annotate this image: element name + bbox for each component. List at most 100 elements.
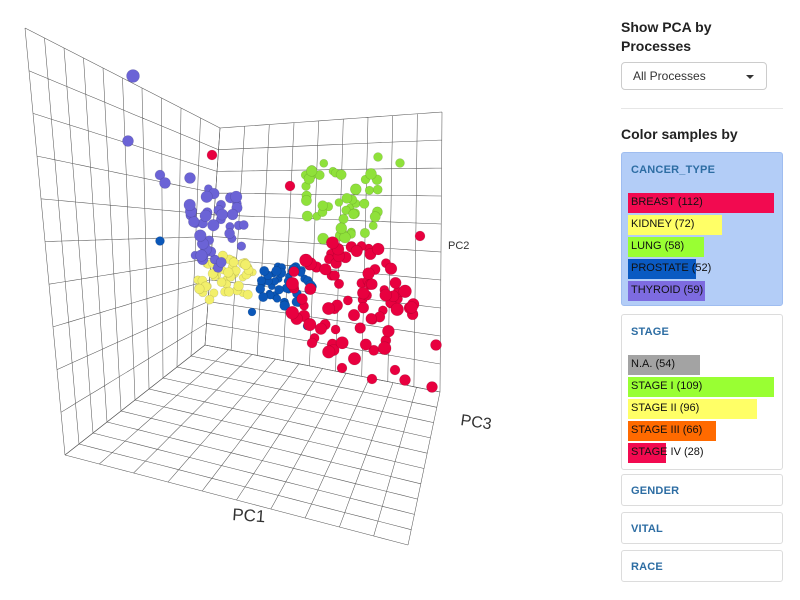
sample-point-breast[interactable] — [347, 309, 361, 322]
sample-point-breast[interactable] — [379, 288, 393, 302]
sample-point-kidney[interactable] — [223, 267, 234, 278]
sample-point-kidney[interactable] — [240, 259, 251, 271]
sample-point-lung[interactable] — [319, 158, 329, 168]
sample-point-breast[interactable] — [414, 230, 426, 242]
sample-point-thyroid[interactable] — [195, 249, 208, 262]
sample-point-breast[interactable] — [329, 270, 341, 281]
sample-point-thyroid[interactable] — [194, 229, 207, 242]
sample-point-lung[interactable] — [372, 184, 383, 195]
sample-point-breast[interactable] — [319, 263, 332, 276]
sample-point-breast[interactable] — [357, 301, 370, 314]
sample-point-breast[interactable] — [377, 341, 392, 356]
process-select[interactable]: All Processes — [621, 62, 767, 90]
legend-bar[interactable]: STAGE I (109) — [628, 377, 774, 397]
sample-point-thyroid[interactable] — [126, 69, 140, 83]
sample-point-prostate[interactable] — [259, 265, 270, 276]
sample-point-prostate[interactable] — [258, 292, 269, 303]
sample-point-breast[interactable] — [399, 374, 411, 386]
sample-point-breast[interactable] — [303, 318, 317, 332]
sample-point-breast[interactable] — [356, 286, 370, 300]
sample-point-prostate[interactable] — [155, 236, 165, 246]
sample-point-lung[interactable] — [364, 185, 375, 195]
sample-point-breast[interactable] — [366, 278, 378, 291]
sample-point-kidney[interactable] — [223, 286, 234, 297]
sample-point-breast[interactable] — [389, 364, 401, 376]
sample-point-breast[interactable] — [382, 324, 395, 338]
sample-point-breast[interactable] — [335, 336, 349, 350]
sample-point-breast[interactable] — [366, 373, 378, 385]
sample-point-lung[interactable] — [306, 165, 318, 177]
legend-bar[interactable]: THYROID (59) — [628, 281, 705, 301]
sample-points[interactable] — [122, 69, 442, 393]
pca-3d-plot[interactable]: PC2 PC3 PC1 — [0, 0, 600, 600]
sample-point-lung[interactable] — [348, 208, 359, 220]
legend-bar[interactable]: N.A. (54) — [628, 355, 700, 375]
sample-point-breast[interactable] — [362, 267, 375, 280]
sample-point-prostate[interactable] — [247, 307, 257, 317]
sample-point-thyroid[interactable] — [236, 241, 247, 251]
sample-point-breast[interactable] — [405, 301, 418, 314]
pca-3d-plot-canvas[interactable]: PC2 PC3 PC1 — [0, 0, 600, 600]
sample-point-lung[interactable] — [349, 183, 362, 196]
sample-point-breast[interactable] — [336, 362, 348, 374]
group-race[interactable]: RACE — [621, 550, 783, 582]
sample-point-breast[interactable] — [288, 266, 300, 277]
group-gender[interactable]: GENDER — [621, 474, 783, 506]
sample-point-thyroid[interactable] — [154, 169, 166, 181]
sample-point-thyroid[interactable] — [184, 172, 196, 184]
sample-point-lung[interactable] — [395, 158, 405, 168]
sample-point-lung[interactable] — [359, 198, 370, 209]
sample-point-breast[interactable] — [342, 295, 353, 306]
legend-bar[interactable]: STAGE III (66) — [628, 421, 716, 441]
sample-point-kidney[interactable] — [209, 288, 219, 298]
sample-point-breast[interactable] — [384, 262, 398, 275]
sample-point-breast[interactable] — [354, 322, 366, 334]
sample-point-breast[interactable] — [398, 284, 412, 298]
sample-point-lung[interactable] — [341, 192, 353, 204]
sample-point-thyroid[interactable] — [226, 208, 239, 221]
sample-point-breast[interactable] — [284, 180, 296, 192]
sample-point-breast[interactable] — [330, 324, 341, 335]
sample-point-thyroid[interactable] — [159, 177, 171, 189]
legend-bar[interactable]: BREAST (112) — [628, 193, 774, 213]
sample-point-kidney[interactable] — [228, 257, 239, 268]
group-vital[interactable]: VITAL — [621, 512, 783, 544]
sample-point-prostate[interactable] — [274, 284, 284, 295]
sample-point-lung[interactable] — [335, 222, 348, 235]
sample-point-breast[interactable] — [350, 245, 363, 258]
legend-bar[interactable]: PROSTATE (52) — [628, 259, 711, 279]
sample-point-thyroid[interactable] — [224, 228, 235, 239]
sample-point-kidney[interactable] — [242, 289, 253, 300]
sample-point-kidney[interactable] — [233, 280, 244, 292]
sample-point-lung[interactable] — [300, 195, 312, 207]
sample-point-thyroid[interactable] — [216, 208, 229, 221]
sample-point-thyroid[interactable] — [200, 190, 213, 203]
sample-point-breast[interactable] — [333, 278, 345, 289]
sample-point-thyroid[interactable] — [188, 216, 200, 228]
group-stage[interactable]: STAGE N.A. (54) STAGE I (109) STAGE II (96)… — [621, 314, 783, 470]
sample-point-breast[interactable] — [296, 293, 308, 305]
sample-point-breast[interactable] — [285, 277, 300, 291]
sample-point-lung[interactable] — [317, 200, 329, 211]
sample-point-lung[interactable] — [368, 221, 378, 231]
sample-point-thyroid[interactable] — [199, 209, 212, 222]
sample-point-thyroid[interactable] — [122, 135, 134, 147]
sample-point-breast[interactable] — [304, 282, 317, 295]
sample-point-breast[interactable] — [321, 301, 335, 315]
sample-point-breast[interactable] — [347, 352, 362, 366]
sample-point-thyroid[interactable] — [207, 219, 220, 232]
sample-point-breast[interactable] — [365, 313, 377, 325]
sample-point-kidney[interactable] — [204, 294, 215, 305]
group-cancer-type[interactable]: CANCER_TYPE BREAST (112) KIDNEY (72) LUNG (… — [621, 152, 783, 306]
sample-point-breast[interactable] — [371, 242, 385, 256]
legend-bar[interactable]: LUNG (58) — [628, 237, 704, 257]
sample-point-lung[interactable] — [359, 227, 371, 239]
legend-bar[interactable]: KIDNEY (72) — [628, 215, 722, 235]
sample-point-breast[interactable] — [285, 305, 300, 320]
legend-bar[interactable]: STAGE II (96) — [628, 399, 757, 419]
sample-point-thyroid[interactable] — [215, 256, 227, 268]
sample-point-breast[interactable] — [206, 149, 218, 161]
sample-point-lung[interactable] — [338, 213, 349, 224]
legend-bar[interactable]: STAGE IV (28) — [628, 443, 704, 463]
sample-point-thyroid[interactable] — [230, 190, 243, 203]
